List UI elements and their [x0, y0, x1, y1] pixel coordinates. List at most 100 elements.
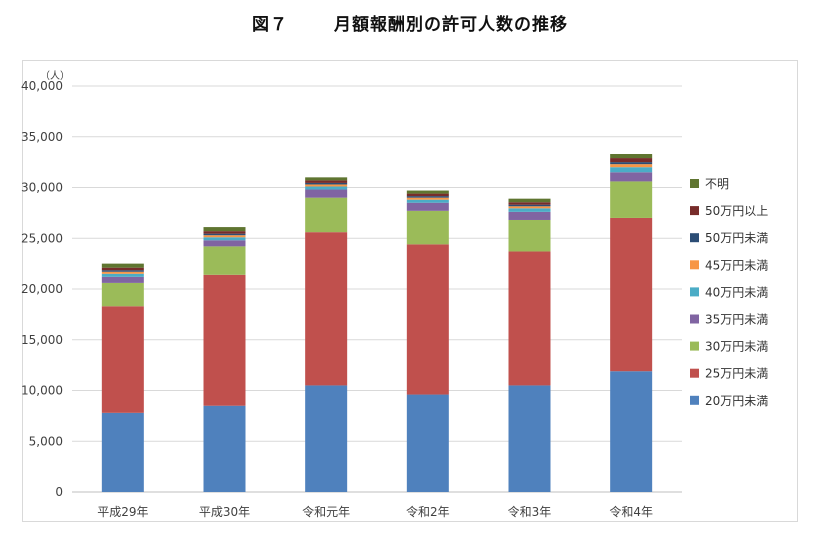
legend-item: 50万円未満 [690, 231, 768, 245]
legend-label: 20万円未満 [705, 394, 768, 408]
bar-segment [203, 235, 246, 238]
y-tick-label: 5,000 [29, 434, 63, 448]
bar-segment [101, 412, 144, 492]
bar-segment [101, 263, 144, 268]
bar-segment [508, 202, 551, 205]
legend-item: 25万円未満 [690, 367, 768, 381]
bar-segment [203, 405, 246, 492]
legend-label: 25万円未満 [705, 367, 768, 381]
bar-segment [101, 273, 144, 277]
figure-title: 図７ 月額報酬別の許可人数の推移 [0, 10, 820, 35]
bar-segment [305, 189, 348, 198]
x-tick-label: 平成29年 [97, 505, 148, 519]
y-axis-unit-label: （人） [40, 70, 70, 82]
y-tick-label: 35,000 [21, 130, 63, 144]
bar-segment [305, 385, 348, 492]
bar-segment [406, 190, 449, 194]
bar-segment [610, 162, 653, 165]
bar-segment [610, 217, 653, 372]
bar-segment [508, 251, 551, 386]
bar-segment [508, 219, 551, 252]
bar-segment [406, 202, 449, 211]
legend-swatch [690, 233, 699, 243]
bar-segment [406, 210, 449, 245]
legend-swatch [690, 260, 699, 270]
legend-swatch [690, 206, 699, 216]
bar-segment [203, 227, 246, 232]
bar-segment [508, 385, 551, 492]
chart-frame [22, 60, 798, 522]
bar-segment [203, 237, 246, 241]
legend-item: 40万円未満 [690, 285, 768, 299]
legend-item: 不明 [690, 177, 729, 191]
bar-segment [406, 197, 449, 200]
bar-segment [610, 371, 653, 492]
legend-label: 50万円以上 [705, 204, 768, 218]
legend-label: 50万円未満 [705, 231, 768, 245]
bar-segment [406, 193, 449, 197]
bar-segment [305, 180, 348, 183]
x-axis: 平成29年 平成30年 令和元年 令和2年 令和3年 令和4年 [97, 504, 653, 519]
bar-segment [305, 182, 348, 185]
legend-label: 30万円未満 [705, 340, 768, 354]
legend-swatch [690, 287, 699, 297]
bar-segment [203, 233, 246, 236]
bar-segment [101, 270, 144, 272]
bar-segment [508, 206, 551, 209]
y-tick-label: 40,000 [21, 79, 63, 93]
bar-segment [203, 240, 246, 247]
bars [101, 154, 653, 492]
bar-segment [508, 208, 551, 212]
bar-segment [101, 267, 144, 271]
bar-stack [406, 190, 449, 492]
legend-label: 40万円未満 [705, 285, 768, 299]
x-tick-label: 令和2年 [406, 504, 450, 519]
bar-segment [610, 164, 653, 168]
legend-label: 35万円未満 [705, 313, 768, 327]
bar-segment [610, 167, 653, 173]
y-tick-label: 0 [55, 485, 63, 499]
legend-item: 35万円未満 [690, 313, 768, 327]
y-tick-label: 30,000 [21, 181, 63, 195]
bar-stack [101, 263, 144, 492]
legend-item: 45万円未満 [690, 258, 768, 272]
y-tick-label: 15,000 [21, 333, 63, 347]
legend-swatch [690, 314, 699, 324]
bar-segment [305, 177, 348, 181]
bar-segment [508, 198, 551, 203]
bar-segment [203, 246, 246, 275]
legend: 不明 50万円以上 50万円未満 45万円未満 40万円未満 35万円未満 30万円未満 25… [690, 177, 768, 408]
bar-segment [610, 154, 653, 159]
bar-segment [101, 271, 144, 274]
bar-segment [305, 197, 348, 233]
y-tick-label: 25,000 [21, 231, 63, 245]
bar-segment [406, 199, 449, 203]
legend-item: 50万円以上 [690, 204, 768, 218]
legend-swatch [690, 395, 699, 405]
bar-segment [203, 231, 246, 234]
bar-segment [101, 282, 144, 307]
bar-stack [203, 227, 246, 492]
x-tick-label: 令和3年 [508, 504, 552, 519]
x-tick-label: 令和4年 [609, 504, 653, 519]
bar-segment [406, 394, 449, 492]
y-axis: 0 5,000 10,000 15,000 20,000 25,000 30,000 35,0… [21, 79, 63, 499]
bar-segment [508, 211, 551, 220]
bar-segment [101, 276, 144, 283]
legend-label: 不明 [705, 177, 729, 191]
bar-segment [406, 244, 449, 395]
legend-label: 45万円未満 [705, 258, 768, 272]
figure-title-text: 月額報酬別の許可人数の推移 [334, 15, 568, 35]
y-tick-label: 20,000 [21, 282, 63, 296]
bar-segment [610, 158, 653, 163]
bar-stack [305, 177, 348, 492]
bar-segment [305, 232, 348, 386]
bar-segment [305, 184, 348, 187]
y-tick-label: 10,000 [21, 384, 63, 398]
bar-segment [101, 306, 144, 413]
bar-segment [406, 196, 449, 198]
bar-stack [610, 154, 653, 492]
legend-swatch [690, 341, 699, 351]
x-tick-label: 令和元年 [302, 504, 350, 519]
